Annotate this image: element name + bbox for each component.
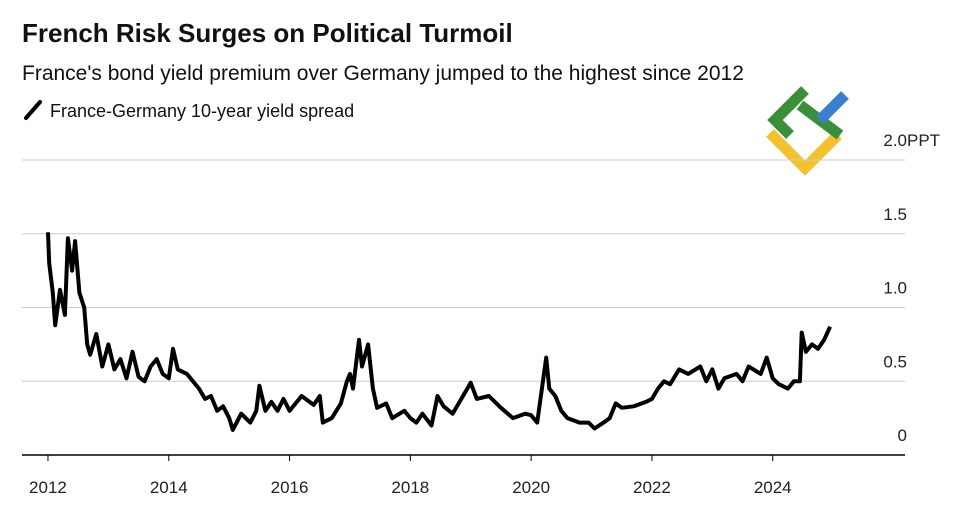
x-tick-label: 2012: [29, 478, 67, 497]
y-tick-label: 1.5: [883, 205, 907, 224]
x-tick-label: 2020: [512, 478, 550, 497]
legend-icon: [24, 100, 42, 120]
x-tick-label: 2016: [271, 478, 309, 497]
chart-title: French Risk Surges on Political Turmoil: [22, 18, 513, 48]
y-tick-label: 0.5: [883, 352, 907, 371]
series-line: [46, 232, 832, 432]
legend-label: France-Germany 10-year yield spread: [50, 101, 354, 121]
x-tick-label: 2024: [754, 478, 792, 497]
chart-subtitle: France's bond yield premium over Germany…: [22, 62, 744, 85]
y-tick-label: 2.0: [883, 131, 907, 150]
x-tick-label: 2014: [150, 478, 188, 497]
x-tick-label: 2018: [391, 478, 429, 497]
y-tick-label: 1.0: [883, 279, 907, 298]
logo: [766, 86, 849, 176]
y-tick-label: 0: [898, 426, 907, 445]
x-tick-label: 2022: [633, 478, 671, 497]
y-unit: PPT: [907, 131, 940, 150]
